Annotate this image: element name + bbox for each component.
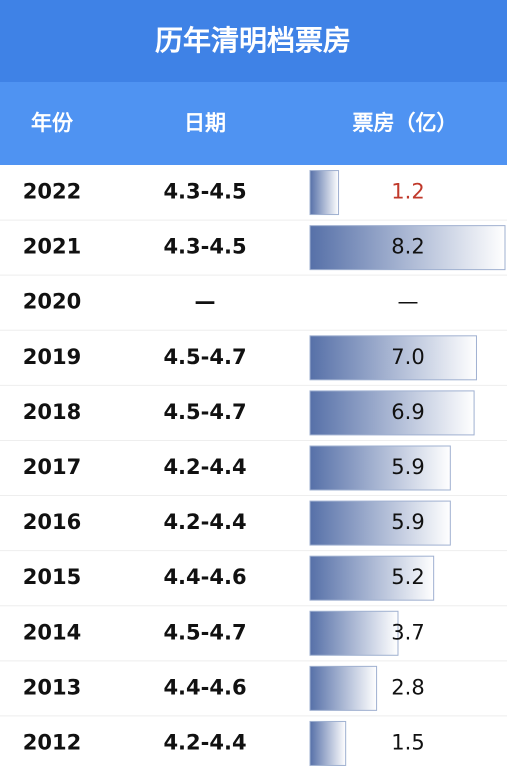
column-header: 日期	[184, 111, 226, 135]
value-label: 5.2	[391, 565, 424, 589]
value-label: 6.9	[391, 400, 424, 424]
bar	[309, 390, 475, 436]
year-cell: 2019	[23, 345, 81, 369]
date-cell: 4.5-4.7	[163, 345, 246, 369]
year-cell: 2021	[23, 235, 81, 259]
value-label: 5.9	[391, 510, 424, 534]
bar	[309, 610, 399, 656]
column-header: 票房（亿）	[353, 111, 458, 135]
date-cell: 4.4-4.6	[163, 565, 246, 589]
bar	[309, 555, 435, 601]
bar	[309, 720, 347, 766]
chart-title: 历年清明档票房	[155, 24, 351, 57]
year-cell: 2020	[23, 290, 81, 314]
date-cell: 4.2-4.4	[163, 455, 246, 479]
value-label: 1.2	[391, 180, 424, 204]
date-cell: 4.2-4.4	[163, 730, 246, 754]
value-label: 2.8	[391, 675, 424, 699]
value-label: —	[398, 290, 419, 314]
date-cell: —	[195, 290, 216, 314]
value-label: 3.7	[391, 620, 424, 644]
value-label: 8.2	[391, 235, 424, 259]
bar	[309, 225, 506, 271]
date-cell: 4.2-4.4	[163, 510, 246, 534]
date-cell: 4.3-4.5	[163, 180, 246, 204]
header-band	[0, 82, 507, 165]
value-label: 5.9	[391, 455, 424, 479]
date-cell: 4.5-4.7	[163, 400, 246, 424]
date-cell: 4.5-4.7	[163, 620, 246, 644]
bar	[309, 335, 477, 381]
year-cell: 2018	[23, 400, 81, 424]
value-label: 7.0	[391, 345, 424, 369]
year-cell: 2017	[23, 455, 81, 479]
year-cell: 2014	[23, 620, 81, 644]
year-cell: 2022	[23, 180, 81, 204]
date-cell: 4.4-4.6	[163, 675, 246, 699]
year-cell: 2016	[23, 510, 81, 534]
column-header: 年份	[31, 111, 74, 135]
bar	[309, 170, 340, 216]
date-cell: 4.3-4.5	[163, 235, 246, 259]
bar	[309, 500, 451, 546]
bar	[309, 665, 378, 711]
title-band	[0, 0, 507, 82]
bar	[309, 445, 451, 491]
year-cell: 2013	[23, 675, 81, 699]
value-label: 1.5	[391, 730, 424, 754]
year-cell: 2015	[23, 565, 81, 589]
year-cell: 2012	[23, 730, 81, 754]
